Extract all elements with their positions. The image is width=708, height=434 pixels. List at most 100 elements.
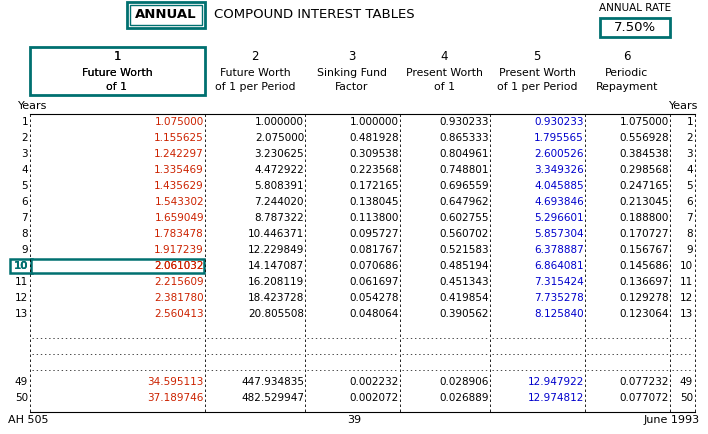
Text: of 1: of 1 — [106, 82, 127, 92]
Text: 3: 3 — [21, 149, 28, 159]
Text: 7.50%: 7.50% — [614, 21, 656, 34]
Text: Years: Years — [18, 101, 47, 111]
Text: 0.451343: 0.451343 — [440, 277, 489, 287]
Text: 50: 50 — [680, 393, 693, 403]
Text: 0.696559: 0.696559 — [440, 181, 489, 191]
Text: 0.002072: 0.002072 — [350, 393, 399, 403]
Text: 6: 6 — [21, 197, 28, 207]
Text: 0.156767: 0.156767 — [620, 245, 669, 255]
Text: 49: 49 — [680, 377, 693, 387]
Text: 6: 6 — [686, 197, 693, 207]
Text: 0.485194: 0.485194 — [440, 261, 489, 271]
Text: 4.045885: 4.045885 — [535, 181, 584, 191]
Text: 0.384538: 0.384538 — [620, 149, 669, 159]
Text: 0.081767: 0.081767 — [350, 245, 399, 255]
Text: 10: 10 — [680, 261, 693, 271]
Text: 1.155625: 1.155625 — [154, 133, 204, 143]
Text: of 1 per Period: of 1 per Period — [497, 82, 577, 92]
Text: Periodic: Periodic — [605, 68, 649, 78]
Text: 0.123064: 0.123064 — [620, 309, 669, 319]
Text: 18.423728: 18.423728 — [248, 293, 304, 303]
Text: 0.521583: 0.521583 — [440, 245, 489, 255]
Text: 1.075000: 1.075000 — [155, 117, 204, 127]
Text: Future Worth: Future Worth — [81, 68, 152, 78]
Text: 0.188800: 0.188800 — [620, 213, 669, 223]
Text: 0.138045: 0.138045 — [350, 197, 399, 207]
Text: Future Worth: Future Worth — [81, 68, 152, 78]
Text: 1.435629: 1.435629 — [154, 181, 204, 191]
Text: Sinking Fund: Sinking Fund — [317, 68, 387, 78]
Text: 20.805508: 20.805508 — [248, 309, 304, 319]
Text: 1: 1 — [113, 50, 121, 63]
Bar — [600, 18, 670, 37]
Text: 2.061032: 2.061032 — [154, 261, 204, 271]
Text: 7.735278: 7.735278 — [535, 293, 584, 303]
Text: 12.947922: 12.947922 — [527, 377, 584, 387]
Text: 34.595113: 34.595113 — [148, 377, 204, 387]
Text: 8.787322: 8.787322 — [254, 213, 304, 223]
Text: 5: 5 — [21, 181, 28, 191]
Text: 8: 8 — [21, 229, 28, 239]
Text: 1.659049: 1.659049 — [154, 213, 204, 223]
Text: 2: 2 — [21, 133, 28, 143]
Text: of 1: of 1 — [433, 82, 455, 92]
Text: 3: 3 — [348, 50, 355, 63]
Text: Repayment: Repayment — [596, 82, 658, 92]
Text: 4.472922: 4.472922 — [254, 165, 304, 175]
Text: 4: 4 — [440, 50, 447, 63]
Text: 9: 9 — [21, 245, 28, 255]
Text: 0.145686: 0.145686 — [620, 261, 669, 271]
Text: 14.147087: 14.147087 — [248, 261, 304, 271]
Bar — [10, 259, 32, 273]
Text: 12: 12 — [15, 293, 28, 303]
Text: 2.061032: 2.061032 — [154, 261, 204, 271]
Text: 0.298568: 0.298568 — [620, 165, 669, 175]
Text: 1.335469: 1.335469 — [154, 165, 204, 175]
Text: 1: 1 — [21, 117, 28, 127]
Text: ANNUAL: ANNUAL — [135, 9, 197, 22]
Text: 1.000000: 1.000000 — [350, 117, 399, 127]
Text: 1.783478: 1.783478 — [154, 229, 204, 239]
Text: 5: 5 — [533, 50, 541, 63]
Bar — [127, 2, 205, 28]
Text: ANNUAL RATE: ANNUAL RATE — [599, 3, 671, 13]
Text: 1.075000: 1.075000 — [620, 117, 669, 127]
Text: 5.808391: 5.808391 — [254, 181, 304, 191]
Text: 0.647962: 0.647962 — [440, 197, 489, 207]
Text: 0.113800: 0.113800 — [350, 213, 399, 223]
Text: 2.600526: 2.600526 — [535, 149, 584, 159]
Text: 4.693846: 4.693846 — [535, 197, 584, 207]
Text: Years: Years — [668, 101, 698, 111]
Text: 5.296601: 5.296601 — [535, 213, 584, 223]
Text: 0.748801: 0.748801 — [440, 165, 489, 175]
Text: 10.446371: 10.446371 — [248, 229, 304, 239]
Text: 50: 50 — [15, 393, 28, 403]
Text: 1.242297: 1.242297 — [154, 149, 204, 159]
Text: 6: 6 — [623, 50, 631, 63]
Text: 4: 4 — [686, 165, 693, 175]
Text: 0.077072: 0.077072 — [620, 393, 669, 403]
Text: 0.930233: 0.930233 — [535, 117, 584, 127]
Text: 7.315424: 7.315424 — [535, 277, 584, 287]
Text: 0.061697: 0.061697 — [350, 277, 399, 287]
Text: 5.857304: 5.857304 — [535, 229, 584, 239]
Bar — [130, 5, 202, 25]
Bar — [30, 47, 205, 95]
Text: 6.864081: 6.864081 — [535, 261, 584, 271]
Text: 482.529947: 482.529947 — [241, 393, 304, 403]
Text: 0.390562: 0.390562 — [440, 309, 489, 319]
Bar — [31, 259, 204, 273]
Text: 7: 7 — [21, 213, 28, 223]
Text: 37.189746: 37.189746 — [148, 393, 204, 403]
Text: 5: 5 — [686, 181, 693, 191]
Text: 0.930233: 0.930233 — [440, 117, 489, 127]
Text: 447.934835: 447.934835 — [241, 377, 304, 387]
Text: 12: 12 — [680, 293, 693, 303]
Text: 2.215609: 2.215609 — [154, 277, 204, 287]
Text: of 1: of 1 — [106, 82, 127, 92]
Text: 0.026889: 0.026889 — [440, 393, 489, 403]
Text: 10: 10 — [13, 261, 28, 271]
Text: 7.244020: 7.244020 — [254, 197, 304, 207]
Text: 0.129278: 0.129278 — [620, 293, 669, 303]
Text: 1: 1 — [686, 117, 693, 127]
